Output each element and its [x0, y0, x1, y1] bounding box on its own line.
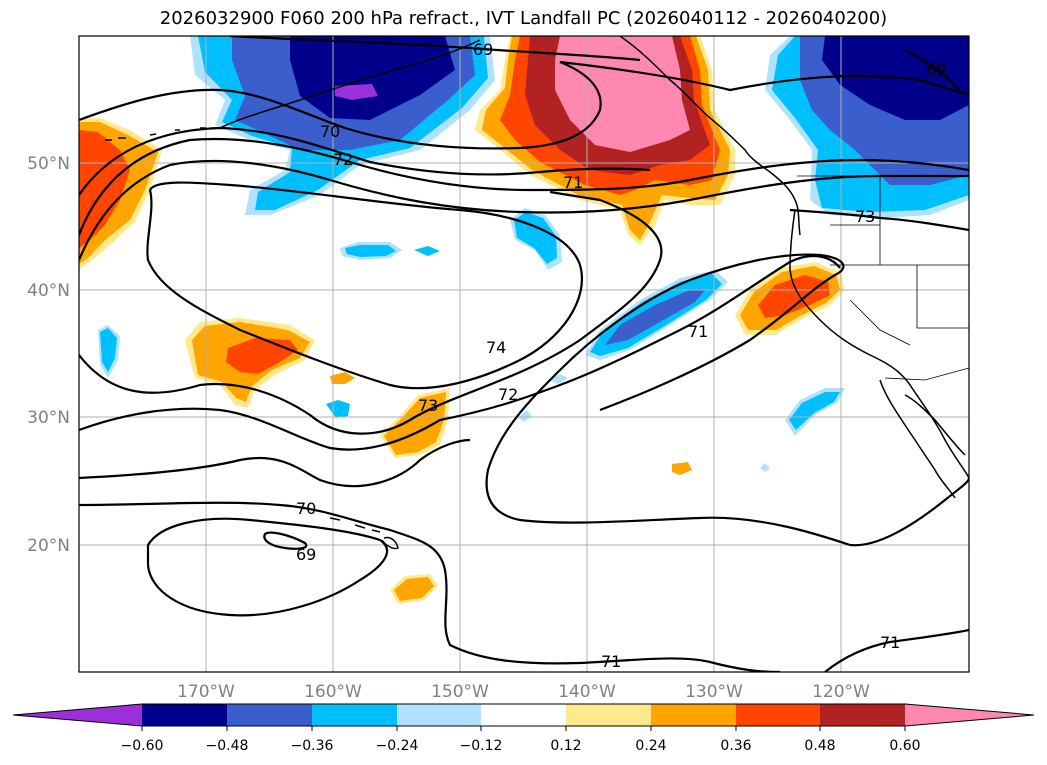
- neg-patch-30n-160w: [326, 400, 350, 418]
- colorbar-segment: [820, 704, 905, 726]
- contour-70-lower: [79, 438, 471, 488]
- pos-patch-35n-157w: [330, 372, 355, 384]
- colorbar-tick-label: −0.36: [291, 738, 334, 754]
- contour-70: [79, 60, 969, 150]
- contour-label: 71: [601, 652, 621, 671]
- lon-label-140w: 140°W: [558, 682, 616, 702]
- latitude-labels: 50°N 40°N 30°N 20°N: [27, 154, 70, 556]
- colorbar-tick-label: 0.24: [635, 738, 666, 754]
- lon-label-150w: 150°W: [431, 682, 489, 702]
- colorbar-segment: [736, 704, 820, 726]
- contour-71-se: [824, 628, 969, 672]
- contour-label: 72: [498, 385, 518, 404]
- colorbar-extend-right: [905, 704, 1034, 726]
- pos-patch-17n-152w-light: [394, 577, 434, 601]
- neg-patch-31n-123w-light: [789, 392, 840, 430]
- longitude-labels: 170°W 160°W 150°W 140°W 130°W 120°W: [177, 682, 870, 702]
- lon-label-130w: 130°W: [685, 682, 743, 702]
- colorbar-segment: [397, 704, 481, 726]
- contour-label: 69: [296, 545, 316, 564]
- coast-baja: [879, 379, 956, 499]
- colorbar-tick-label: 0.60: [889, 738, 920, 754]
- border-state-3: [916, 265, 969, 329]
- border-us-mexico: [884, 367, 969, 381]
- coast-alaska: [219, 39, 481, 129]
- contour-69-north: [229, 36, 641, 62]
- contour-71-right: [485, 253, 969, 547]
- border-state-4: [849, 299, 911, 346]
- gridlines: [79, 36, 969, 672]
- colorbar-extend-left: [13, 704, 142, 726]
- contour-74: [146, 181, 583, 390]
- neg-patch-36n-178w-light: [100, 328, 117, 372]
- borders: [797, 175, 969, 381]
- contour-label: 71: [563, 173, 583, 192]
- hawaii-islands: [329, 517, 399, 550]
- lon-label-170w: 170°W: [177, 682, 235, 702]
- colorbar-segment: [227, 704, 312, 726]
- map-title: 2026032900 F060 200 hPa refract., IVT La…: [159, 8, 888, 29]
- contour-71-upper-b: [79, 159, 969, 261]
- contour-label: 72: [333, 150, 353, 169]
- neg-patch-26n-126w: [760, 463, 770, 472]
- neg-blob-gulf-alaska-strong: [290, 36, 455, 120]
- neg-band-140w-mid: [605, 290, 705, 345]
- neg-patch-43n-160w-light: [345, 245, 396, 257]
- lat-label-50n: 50°N: [27, 154, 70, 174]
- neg-patch-44n-148w-light: [514, 212, 557, 264]
- lon-label-160w: 160°W: [304, 682, 362, 702]
- contour-72-lower: [79, 254, 841, 451]
- contour-label: 71: [688, 322, 708, 341]
- colorbar-tick-label: 0.48: [804, 738, 835, 754]
- contour-69-hawaii: [146, 517, 389, 617]
- contour-label: 74: [486, 338, 506, 357]
- coast-us-west: [789, 209, 969, 479]
- colorbar-segment: [312, 704, 397, 726]
- colorbar-tick-label: −0.12: [460, 738, 503, 754]
- contour-71-upper: [79, 137, 969, 236]
- contour-label: 73: [855, 207, 875, 226]
- colorbar: −0.60 −0.48 −0.36 −0.24 −0.12 0.12 0.24 …: [12, 703, 1035, 754]
- pos-patch-california-mid: [758, 275, 830, 318]
- neg-patch-43n-153w: [414, 246, 440, 256]
- colorbar-tick-label: −0.24: [376, 738, 419, 754]
- colorbar-tick-label: −0.48: [206, 738, 249, 754]
- map-frame: [78, 35, 970, 673]
- contour-label: 70: [296, 499, 316, 518]
- neg-patch-30n-145w: [518, 410, 532, 422]
- lat-label-40n: 40°N: [27, 281, 70, 301]
- coast-mexico: [904, 394, 966, 456]
- neg-patch-32n-144w: [548, 374, 568, 384]
- contour-label: 70: [320, 122, 340, 141]
- coast-alaska-panhandle: [619, 36, 746, 151]
- colorbar-segment: [566, 704, 651, 726]
- neg-blob-gulf-alaska-extreme: [335, 84, 378, 100]
- contour-label-group: 69 70 72 71 73 74 72 73 71 70 69 71 71 6…: [296, 40, 946, 671]
- lat-label-30n: 30°N: [27, 408, 70, 428]
- lat-label-20n: 20°N: [27, 536, 70, 556]
- contour-label: 69: [473, 40, 493, 59]
- contour-72: [79, 126, 651, 196]
- contour-69-small: [263, 531, 308, 550]
- colorbar-tick-label: 0.36: [720, 738, 751, 754]
- colorbar-segment: [142, 704, 227, 726]
- contour-69-ne: [904, 49, 961, 91]
- lon-label-120w: 120°W: [812, 682, 870, 702]
- colorbar-tick-label: −0.60: [121, 738, 164, 754]
- contour-71-south: [79, 501, 781, 672]
- colorbar-segment: [481, 704, 566, 726]
- colorbar-tick-label: 0.12: [550, 738, 581, 754]
- contour-label: 69: [926, 60, 946, 79]
- coast-bc: [744, 149, 801, 236]
- colorbar-segment: [651, 704, 736, 726]
- contour-label: 73: [418, 396, 438, 415]
- pos-patch-25n-132w: [672, 462, 692, 475]
- coastlines: [105, 36, 969, 550]
- contour-lines: [79, 36, 969, 672]
- colorbar-ticks: [141, 726, 906, 731]
- aleutian-dots: [105, 127, 206, 141]
- contour-73: [79, 190, 663, 435]
- contour-label: 71: [880, 633, 900, 652]
